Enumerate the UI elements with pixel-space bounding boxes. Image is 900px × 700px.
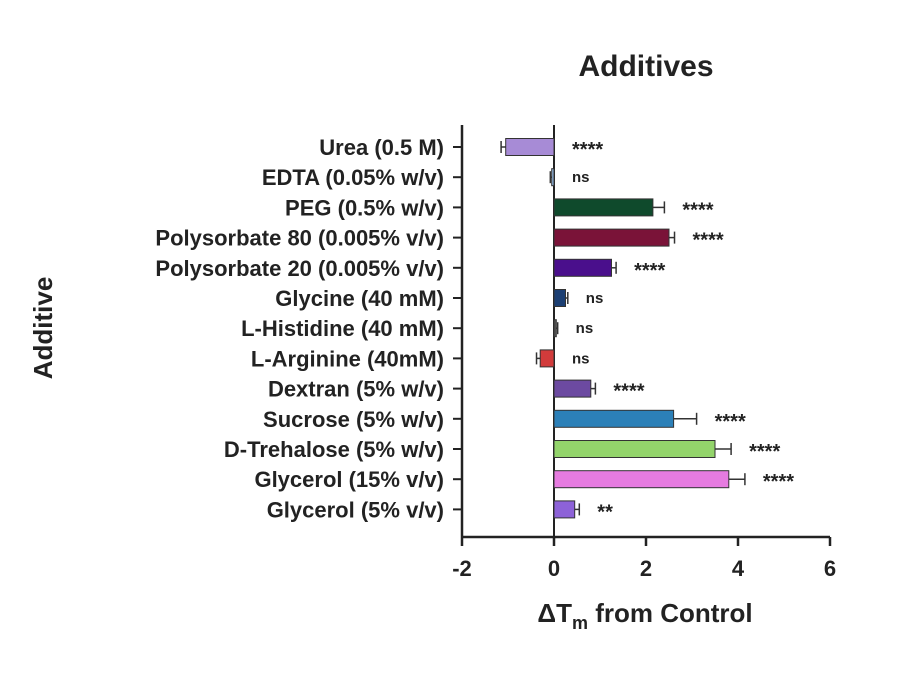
x-axis-label-main: ΔT [537,598,572,628]
category-label: Dextran (5% w/v) [268,377,444,402]
significance-label: **** [634,260,665,282]
category-label: Sucrose (5% w/v) [263,407,444,432]
category-label: EDTA (0.05% w/v) [262,165,444,190]
bar [553,470,730,489]
x-tick-label: 0 [548,556,560,581]
bar [539,349,555,368]
significance-label: ns [586,290,604,307]
significance-label: ns [572,169,590,186]
x-tick-label: -2 [452,556,472,581]
category-label: L-Arginine (40mM) [251,346,444,371]
bar [553,409,675,428]
x-axis-label: ΔTm from Control [537,598,752,633]
bar [553,258,612,277]
significance-label: **** [693,230,724,252]
category-label: Glycerol (15% v/v) [254,467,444,492]
significance-label: ** [597,501,613,523]
plot-area: -2 0 2 4 6 Urea (0.5 M) **** EDTA (0.05% w/v) ns… [155,125,836,581]
category-label: Glycerol (5% v/v) [267,497,444,522]
significance-label: **** [763,471,794,493]
x-tick-label: 6 [824,556,836,581]
x-tick-label: 4 [732,556,745,581]
bar [553,379,592,398]
significance-label: ns [576,320,594,337]
chart-title: Additives [578,50,713,83]
category-label: Polysorbate 20 (0.005% v/v) [155,256,444,281]
y-axis-label: Additive [28,277,58,380]
category-label: Glycine (40 mM) [275,286,444,311]
x-tick-label: 2 [640,556,652,581]
category-label: PEG (0.5% w/v) [285,195,444,220]
significance-label: **** [572,139,603,161]
significance-label: **** [682,199,713,221]
bar [553,289,566,307]
significance-label: **** [749,441,780,463]
bar [553,440,716,458]
bar [505,138,555,156]
category-label: Urea (0.5 M) [319,135,444,160]
significance-label: **** [613,381,644,403]
significance-label: ns [572,350,590,367]
bar [553,198,654,217]
x-axis-label-rest: from Control [588,598,753,628]
bar [553,500,576,519]
significance-label: **** [715,411,746,433]
category-label: D-Trehalose (5% w/v) [224,437,444,462]
bar [553,228,670,247]
category-label: L-Histidine (40 mM) [241,316,444,341]
category-label: Polysorbate 80 (0.005% v/v) [155,226,444,251]
bar [551,168,555,187]
x-axis-label-subscript: m [572,613,588,633]
bar [553,319,557,338]
